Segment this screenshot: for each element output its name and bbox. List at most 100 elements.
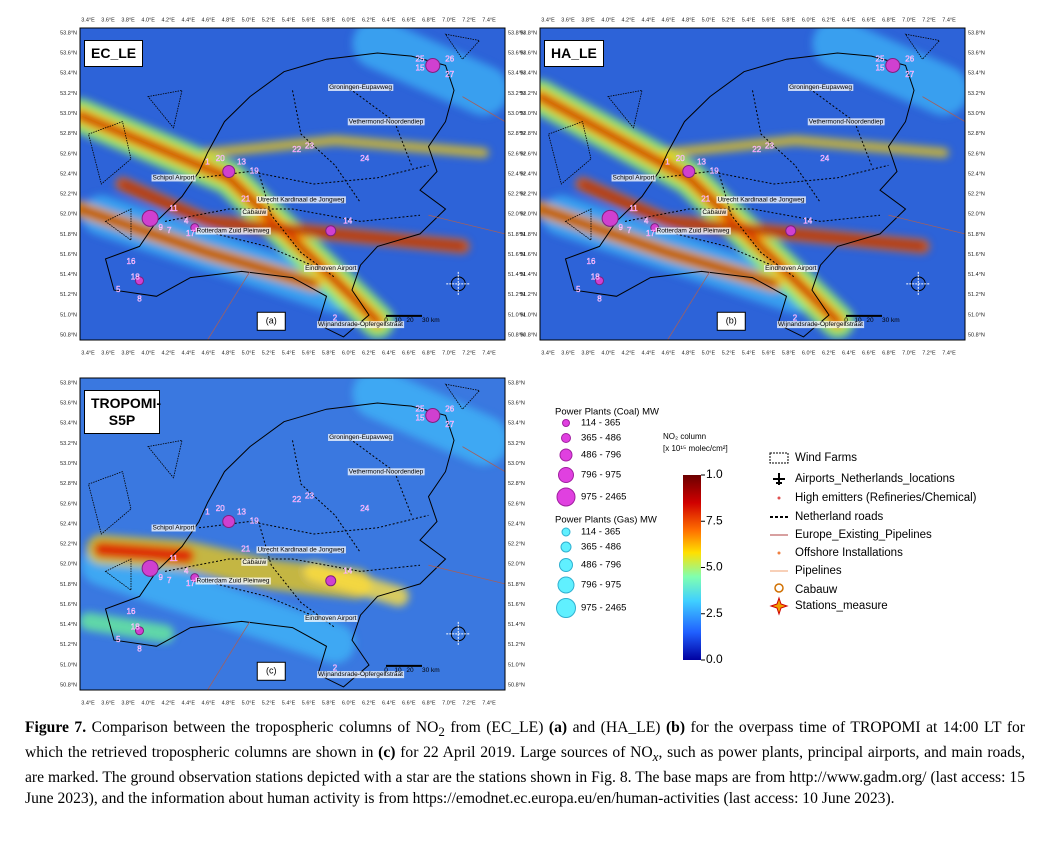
lon-tick-label: 5.6°E bbox=[302, 350, 316, 356]
place-box bbox=[764, 264, 818, 272]
source-number: 22 bbox=[752, 145, 761, 154]
plume bbox=[80, 612, 174, 643]
place-box bbox=[328, 83, 394, 91]
place-box bbox=[195, 227, 271, 235]
lon-tick-label: 6.0°E bbox=[802, 350, 816, 356]
lat-tick-label: 51.2°N bbox=[60, 642, 77, 648]
compass-cross bbox=[446, 271, 471, 296]
lon-tick-label: 3.6°E bbox=[101, 350, 115, 356]
map-frame bbox=[539, 27, 966, 341]
place-label: Groningen-Eupavweg bbox=[789, 84, 852, 91]
coal-legend-label: 114 - 365 bbox=[581, 418, 620, 429]
scale-label: 0 bbox=[384, 667, 388, 674]
road bbox=[164, 558, 421, 572]
lon-tick-label: 6.4°E bbox=[842, 17, 856, 23]
place-box bbox=[304, 614, 358, 622]
gas-legend-symbol bbox=[560, 541, 572, 553]
source-number: 20 bbox=[676, 154, 685, 163]
source-number: 18 bbox=[131, 623, 140, 632]
lat-tick-label: 52.0°N bbox=[60, 562, 77, 568]
road bbox=[292, 90, 361, 203]
colorbar-unit: [x 10¹⁵ molec/cm²] bbox=[663, 444, 728, 453]
lon-tick-label: 5.6°E bbox=[302, 700, 316, 706]
lon-tick-label: 7.4°E bbox=[482, 17, 496, 23]
gas-legend-label: 114 - 365 bbox=[581, 527, 620, 538]
place-box bbox=[328, 433, 394, 441]
lon-tick-label: 5.0°E bbox=[242, 350, 256, 356]
lon-tick-label: 6.2°E bbox=[362, 350, 376, 356]
lat-tick-label: 52.6°N bbox=[60, 501, 77, 507]
source-number: 11 bbox=[629, 204, 638, 213]
plume bbox=[80, 206, 317, 287]
lat-tick-label: 53.8°N bbox=[508, 30, 525, 36]
compass-cross bbox=[906, 271, 931, 296]
place-box bbox=[655, 227, 731, 235]
source-number: 8 bbox=[597, 295, 602, 304]
place-label: Rotterdam Zuid Pleinweg bbox=[197, 228, 270, 235]
place-label: Schipol Airport bbox=[153, 174, 195, 181]
lon-tick-label: 5.2°E bbox=[262, 17, 276, 23]
lon-tick-label: 7.0°E bbox=[902, 350, 916, 356]
lat-tick-label: 53.0°N bbox=[60, 111, 77, 117]
coal-legend-label: 975 - 2465 bbox=[581, 492, 626, 503]
place-box bbox=[304, 264, 358, 272]
source-number: 19 bbox=[710, 167, 719, 176]
power-plant-marker bbox=[222, 165, 236, 179]
source-number: 25 bbox=[416, 54, 425, 63]
lon-tick-label: 3.6°E bbox=[101, 700, 115, 706]
place-label: Groningen-Eupavweg bbox=[329, 84, 392, 91]
colorbar-label: 0.0 bbox=[706, 652, 723, 666]
lon-tick-label: 3.4°E bbox=[81, 700, 95, 706]
place-box bbox=[807, 118, 885, 126]
road bbox=[718, 171, 796, 279]
lat-tick-label: 51.0°N bbox=[968, 312, 985, 318]
lat-tick-label: 51.4°N bbox=[60, 622, 77, 628]
lon-tick-label: 5.2°E bbox=[262, 350, 276, 356]
lat-tick-label: 52.8°N bbox=[60, 481, 77, 487]
lon-tick-label: 4.4°E bbox=[181, 17, 195, 23]
source-number: 26 bbox=[445, 54, 454, 63]
source-number: 13 bbox=[237, 157, 246, 166]
source-number: 9 bbox=[159, 223, 164, 232]
lat-tick-label: 51.4°N bbox=[968, 272, 985, 278]
caption-bold: (b) bbox=[665, 719, 686, 736]
map: Groningen-Eupavweg Vethermond-Noordendiep… bbox=[80, 28, 505, 340]
lat-tick-label: 52.8°N bbox=[508, 131, 525, 137]
lon-tick-label: 6.4°E bbox=[382, 17, 396, 23]
caption: Figure 7. Comparison between the troposp… bbox=[25, 717, 1025, 809]
power-plant-marker bbox=[325, 225, 337, 237]
panel-tag-box bbox=[256, 661, 286, 681]
road bbox=[343, 433, 412, 516]
lat-tick-label: 53.2°N bbox=[508, 91, 525, 97]
source-number: 2 bbox=[333, 313, 338, 322]
lat-tick-label: 51.2°N bbox=[60, 292, 77, 298]
lat-tick-label: 52.4°N bbox=[60, 521, 77, 527]
place-box bbox=[256, 196, 346, 204]
coal-legend-symbol bbox=[556, 487, 576, 507]
scale-label: 10 bbox=[854, 317, 862, 324]
place-box bbox=[317, 671, 405, 679]
power-plant-marker bbox=[135, 276, 144, 286]
gas-legend-symbol bbox=[559, 558, 573, 572]
map-panel: Groningen-Eupavweg Vethermond-Noordendiep… bbox=[60, 17, 525, 356]
lon-tick-label: 4.6°E bbox=[662, 350, 676, 356]
source-number: 19 bbox=[250, 167, 259, 176]
colorbar-label: 7.5 bbox=[706, 513, 723, 527]
lon-tick-label: 6.0°E bbox=[342, 700, 356, 706]
lat-tick-label: 53.4°N bbox=[60, 421, 77, 427]
place-label: Eindhoven Airport bbox=[305, 265, 357, 272]
plume bbox=[81, 545, 355, 664]
wind-farm bbox=[147, 439, 183, 479]
lat-tick-label: 52.8°N bbox=[968, 131, 985, 137]
lat-tick-label: 52.0°N bbox=[60, 212, 77, 218]
lat-tick-label: 52.6°N bbox=[520, 151, 537, 157]
power-plant-marker bbox=[425, 57, 441, 73]
place-label: Schipol Airport bbox=[153, 524, 195, 531]
map-frame bbox=[79, 377, 506, 691]
place-box bbox=[241, 558, 268, 566]
road bbox=[752, 90, 821, 203]
lon-tick-label: 3.6°E bbox=[101, 17, 115, 23]
scale-label: 20 bbox=[866, 317, 874, 324]
lon-tick-label: 4.4°E bbox=[641, 350, 655, 356]
lon-tick-label: 3.4°E bbox=[81, 350, 95, 356]
